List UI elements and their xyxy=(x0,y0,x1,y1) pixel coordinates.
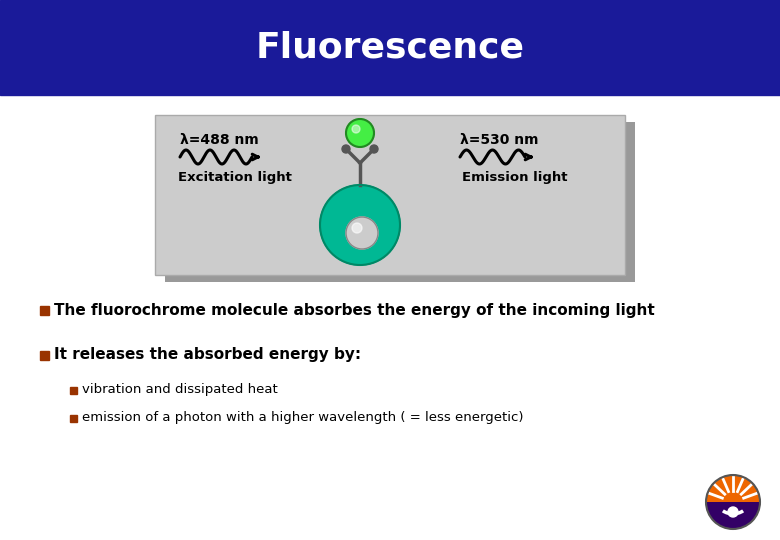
Text: emission of a photon with a higher wavelength ( = less energetic): emission of a photon with a higher wavel… xyxy=(82,411,523,424)
Text: Fluorescence: Fluorescence xyxy=(256,31,524,65)
Circle shape xyxy=(346,217,378,249)
Bar xyxy=(40,306,49,314)
Bar xyxy=(70,415,77,422)
Circle shape xyxy=(320,185,400,265)
Text: vibration and dissipated heat: vibration and dissipated heat xyxy=(82,383,278,396)
Bar xyxy=(40,350,49,360)
Text: λ=488 nm: λ=488 nm xyxy=(180,133,259,147)
Circle shape xyxy=(346,119,374,147)
Text: Excitation light: Excitation light xyxy=(178,171,292,184)
Text: It releases the absorbed energy by:: It releases the absorbed energy by: xyxy=(54,348,361,362)
Text: The fluorochrome molecule absorbes the energy of the incoming light: The fluorochrome molecule absorbes the e… xyxy=(54,302,654,318)
Circle shape xyxy=(342,145,350,153)
Circle shape xyxy=(370,145,378,153)
Bar xyxy=(70,387,77,394)
Circle shape xyxy=(352,223,362,233)
Wedge shape xyxy=(706,502,760,529)
Wedge shape xyxy=(706,475,760,502)
Circle shape xyxy=(728,507,738,517)
Text: λ=530 nm: λ=530 nm xyxy=(460,133,538,147)
Bar xyxy=(155,115,625,275)
Circle shape xyxy=(352,125,360,133)
Bar xyxy=(0,0,780,95)
Text: Emission light: Emission light xyxy=(463,171,568,184)
Bar xyxy=(165,122,635,282)
